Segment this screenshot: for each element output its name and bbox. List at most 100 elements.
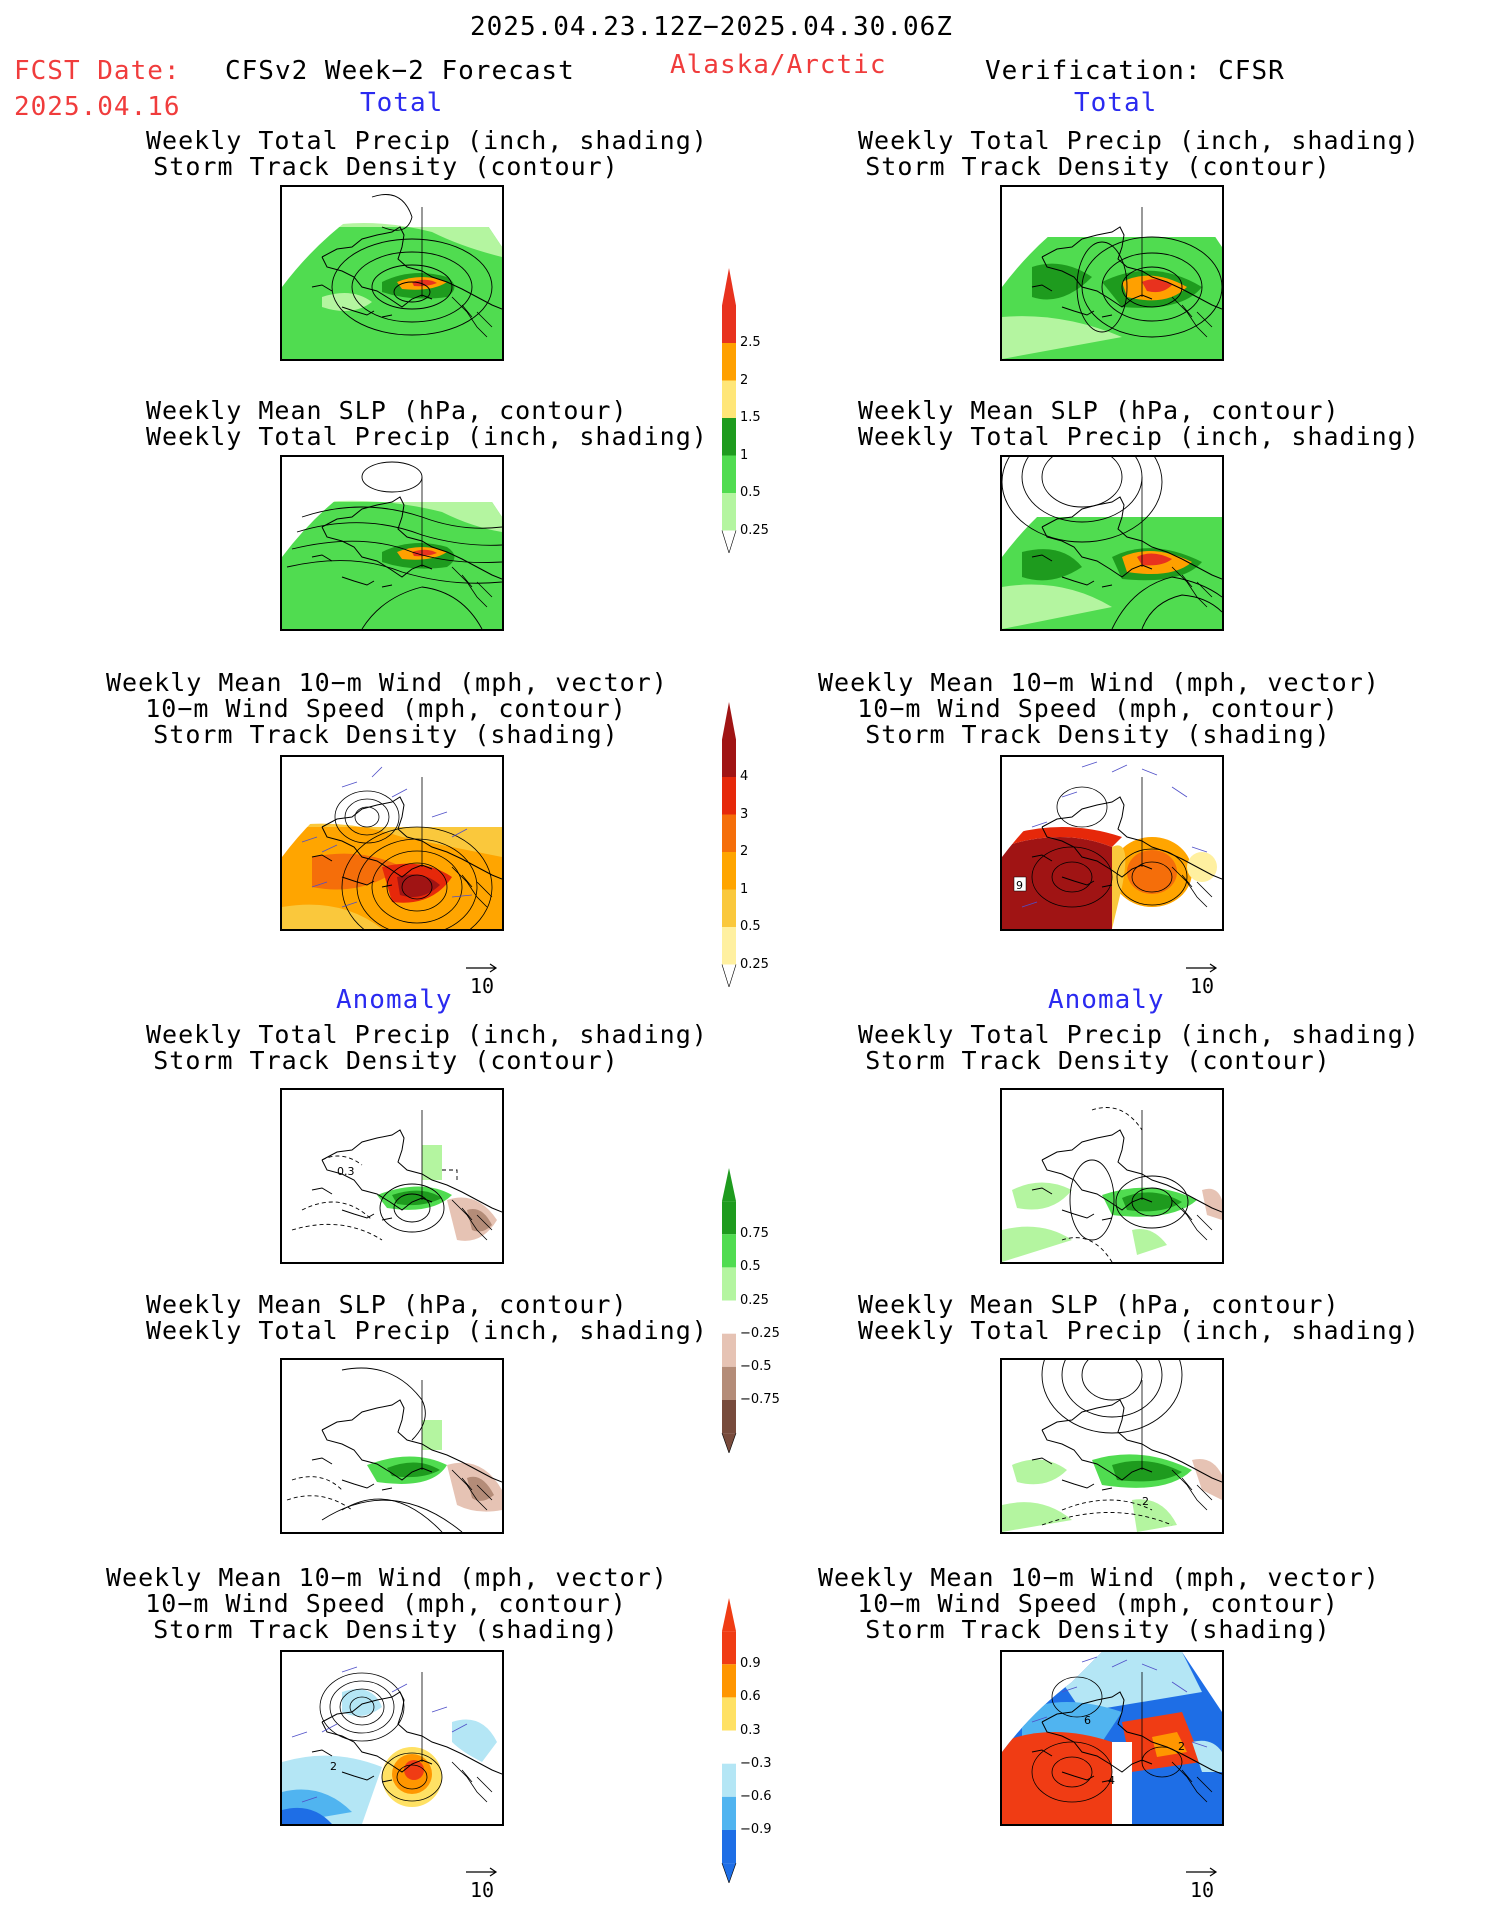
colorbar-label: 0.9 xyxy=(740,1656,761,1672)
colorbar-label: −0.9 xyxy=(740,1821,772,1837)
contour-label-anom-fcst: 0.3 xyxy=(337,1165,355,1178)
colorbar-label: 2 xyxy=(740,372,749,388)
map-precip-storm-anom-obs xyxy=(1000,1088,1224,1264)
vector-ref-fcst-total: 10 xyxy=(462,962,502,998)
colorbar-label: 1.5 xyxy=(740,410,761,425)
map-slp-precip-fcst xyxy=(280,455,504,631)
colorbar-label: −0.3 xyxy=(740,1755,772,1771)
map-wind-storm-obs: 9 xyxy=(1000,755,1224,931)
colorbar-label: 0.5 xyxy=(740,1259,761,1275)
title-precip-storm-anom-fcst: Weekly Total Precip (inch, shading) Storm… xyxy=(146,1020,708,1075)
title-slp-precip-anom-obs: Weekly Mean SLP (hPa, contour) Weekly Tot… xyxy=(858,1290,1420,1345)
vector-ref-obs-total: 10 xyxy=(1182,962,1222,998)
colorbar-label: 4 xyxy=(740,769,749,784)
title-wind-storm-obs: Weekly Mean 10−m Wind (mph, vector) 10−m … xyxy=(818,668,1380,749)
colorbar-segment xyxy=(722,889,736,927)
colorbar-label: 2.5 xyxy=(740,335,761,350)
colorbar-segment xyxy=(722,1234,736,1268)
colorbar-label: 1 xyxy=(740,881,749,897)
colorbar-label: 0.25 xyxy=(740,1292,769,1308)
section-anomaly-left: Anomaly xyxy=(336,985,453,1015)
colorbar-segment xyxy=(722,1631,736,1665)
colorbar-segment xyxy=(722,1829,736,1864)
map-wind-storm-anom-fcst: 2 xyxy=(280,1650,504,1826)
map-precip-storm-fcst xyxy=(280,185,504,361)
colorbar-label: 0.5 xyxy=(740,485,761,500)
map-wind-storm-fcst xyxy=(280,755,504,931)
colorbar-segment xyxy=(722,1763,736,1797)
colorbar-segment xyxy=(722,418,736,456)
colorbar-label: 3 xyxy=(740,806,749,822)
map-slp-precip-anom-fcst xyxy=(280,1358,504,1534)
colorbar-segment xyxy=(722,1201,736,1235)
colorbar-segment xyxy=(722,852,736,890)
fcst-date-label: FCST Date: xyxy=(14,56,181,86)
colorbar-bottom-cap xyxy=(721,530,737,553)
title-precip-storm-anom-obs: Weekly Total Precip (inch, shading) Storm… xyxy=(858,1020,1420,1075)
map-slp-precip-obs xyxy=(1000,455,1224,631)
verification-title: Verification: CFSR xyxy=(985,56,1285,86)
colorbar-segment xyxy=(722,455,736,493)
colorbar-label: −0.25 xyxy=(740,1325,780,1341)
contour-label-anom-obs-4: 4 xyxy=(1108,1774,1115,1787)
colorbar-label: 0.3 xyxy=(740,1722,761,1738)
colorbar-segment xyxy=(722,1300,736,1334)
colorbar-top-cap xyxy=(722,702,736,740)
colorbar-label: 1 xyxy=(740,447,749,463)
title-wind-storm-fcst: Weekly Mean 10−m Wind (mph, vector) 10−m … xyxy=(106,668,668,749)
colorbar-label: 0.75 xyxy=(740,1226,769,1242)
map-precip-storm-obs xyxy=(1000,185,1224,361)
colorbar-label: 0.5 xyxy=(740,919,761,934)
colorbar-segment xyxy=(722,1267,736,1301)
colorbar-label: 0.6 xyxy=(740,1689,761,1705)
colorbar-bottom-cap xyxy=(721,964,737,987)
colorbar-segment xyxy=(722,1399,736,1434)
vector-ref-obs-anom: 10 xyxy=(1182,1866,1222,1902)
colorbar-segment xyxy=(722,814,736,852)
colorbar-segment xyxy=(722,380,736,418)
map-wind-storm-anom-obs: 6 4 2 xyxy=(1000,1650,1224,1826)
colorbar-label: 0.25 xyxy=(740,522,769,538)
colorbar-segment xyxy=(722,777,736,815)
colorbar-segment xyxy=(722,1333,736,1367)
map-slp-precip-anom-obs: 2 xyxy=(1000,1358,1224,1534)
section-total-left: Total xyxy=(360,88,444,118)
title-wind-storm-anom-fcst: Weekly Mean 10−m Wind (mph, vector) 10−m … xyxy=(106,1563,668,1644)
colorbar-top-cap xyxy=(722,268,736,306)
colorbar-segment xyxy=(722,1730,736,1764)
title-slp-precip-anom-fcst: Weekly Mean SLP (hPa, contour) Weekly Tot… xyxy=(146,1290,708,1345)
colorbar-top-cap xyxy=(722,1598,736,1632)
colorbar-storm-anom: 0.9 0.6 0.3 −0.3 −0.6 −0.9 xyxy=(718,1598,788,1883)
title-wind-storm-anom-obs: Weekly Mean 10−m Wind (mph, vector) 10−m … xyxy=(818,1563,1380,1644)
colorbar-label: −0.6 xyxy=(740,1788,772,1804)
colorbar-segment xyxy=(722,1366,736,1400)
colorbar-segment xyxy=(722,1697,736,1731)
vector-ref-fcst-anom: 10 xyxy=(462,1866,502,1902)
fcst-date-value: 2025.04.16 xyxy=(14,92,181,122)
colorbar-label: −0.5 xyxy=(740,1358,772,1374)
colorbar-label: 2 xyxy=(740,844,749,859)
colorbar-bottom-cap xyxy=(721,1863,737,1883)
map-precip-storm-anom-fcst: 0.3 xyxy=(280,1088,504,1264)
colorbar-precip-total: 2.5 2 1.5 1 0.5 0.25 xyxy=(718,268,788,553)
title-precip-storm-fcst: Weekly Total Precip (inch, shading) Storm… xyxy=(146,126,708,181)
colorbar-segment xyxy=(722,739,736,777)
period-title: 2025.04.23.12Z−2025.04.30.06Z xyxy=(470,12,953,42)
colorbar-segment xyxy=(722,1796,736,1830)
section-anomaly-right: Anomaly xyxy=(1048,985,1165,1015)
contour-label-9: 9 xyxy=(1016,879,1023,892)
title-slp-precip-fcst: Weekly Mean SLP (hPa, contour) Weekly Tot… xyxy=(146,396,708,451)
colorbar-label: −0.75 xyxy=(740,1391,780,1407)
contour-label-anom-obs-2: 2 xyxy=(1178,1740,1185,1753)
forecast-title: CFSv2 Week−2 Forecast xyxy=(225,56,575,86)
colorbar-storm-total: 4 3 2 1 0.5 0.25 xyxy=(718,702,788,987)
colorbar-segment xyxy=(722,1664,736,1698)
contour-label-anom-obs-6: 6 xyxy=(1084,1714,1091,1727)
contour-label-anom-obs-slp: 2 xyxy=(1142,1495,1149,1508)
colorbar-label: 0.25 xyxy=(740,956,769,972)
colorbar-precip-anom: 0.75 0.5 0.25 −0.25 −0.5 −0.75 xyxy=(718,1168,788,1453)
colorbar-bottom-cap xyxy=(721,1433,737,1453)
title-precip-storm-obs: Weekly Total Precip (inch, shading) Storm… xyxy=(858,126,1420,181)
section-total-right: Total xyxy=(1074,88,1158,118)
region-title: Alaska/Arctic xyxy=(670,50,887,80)
